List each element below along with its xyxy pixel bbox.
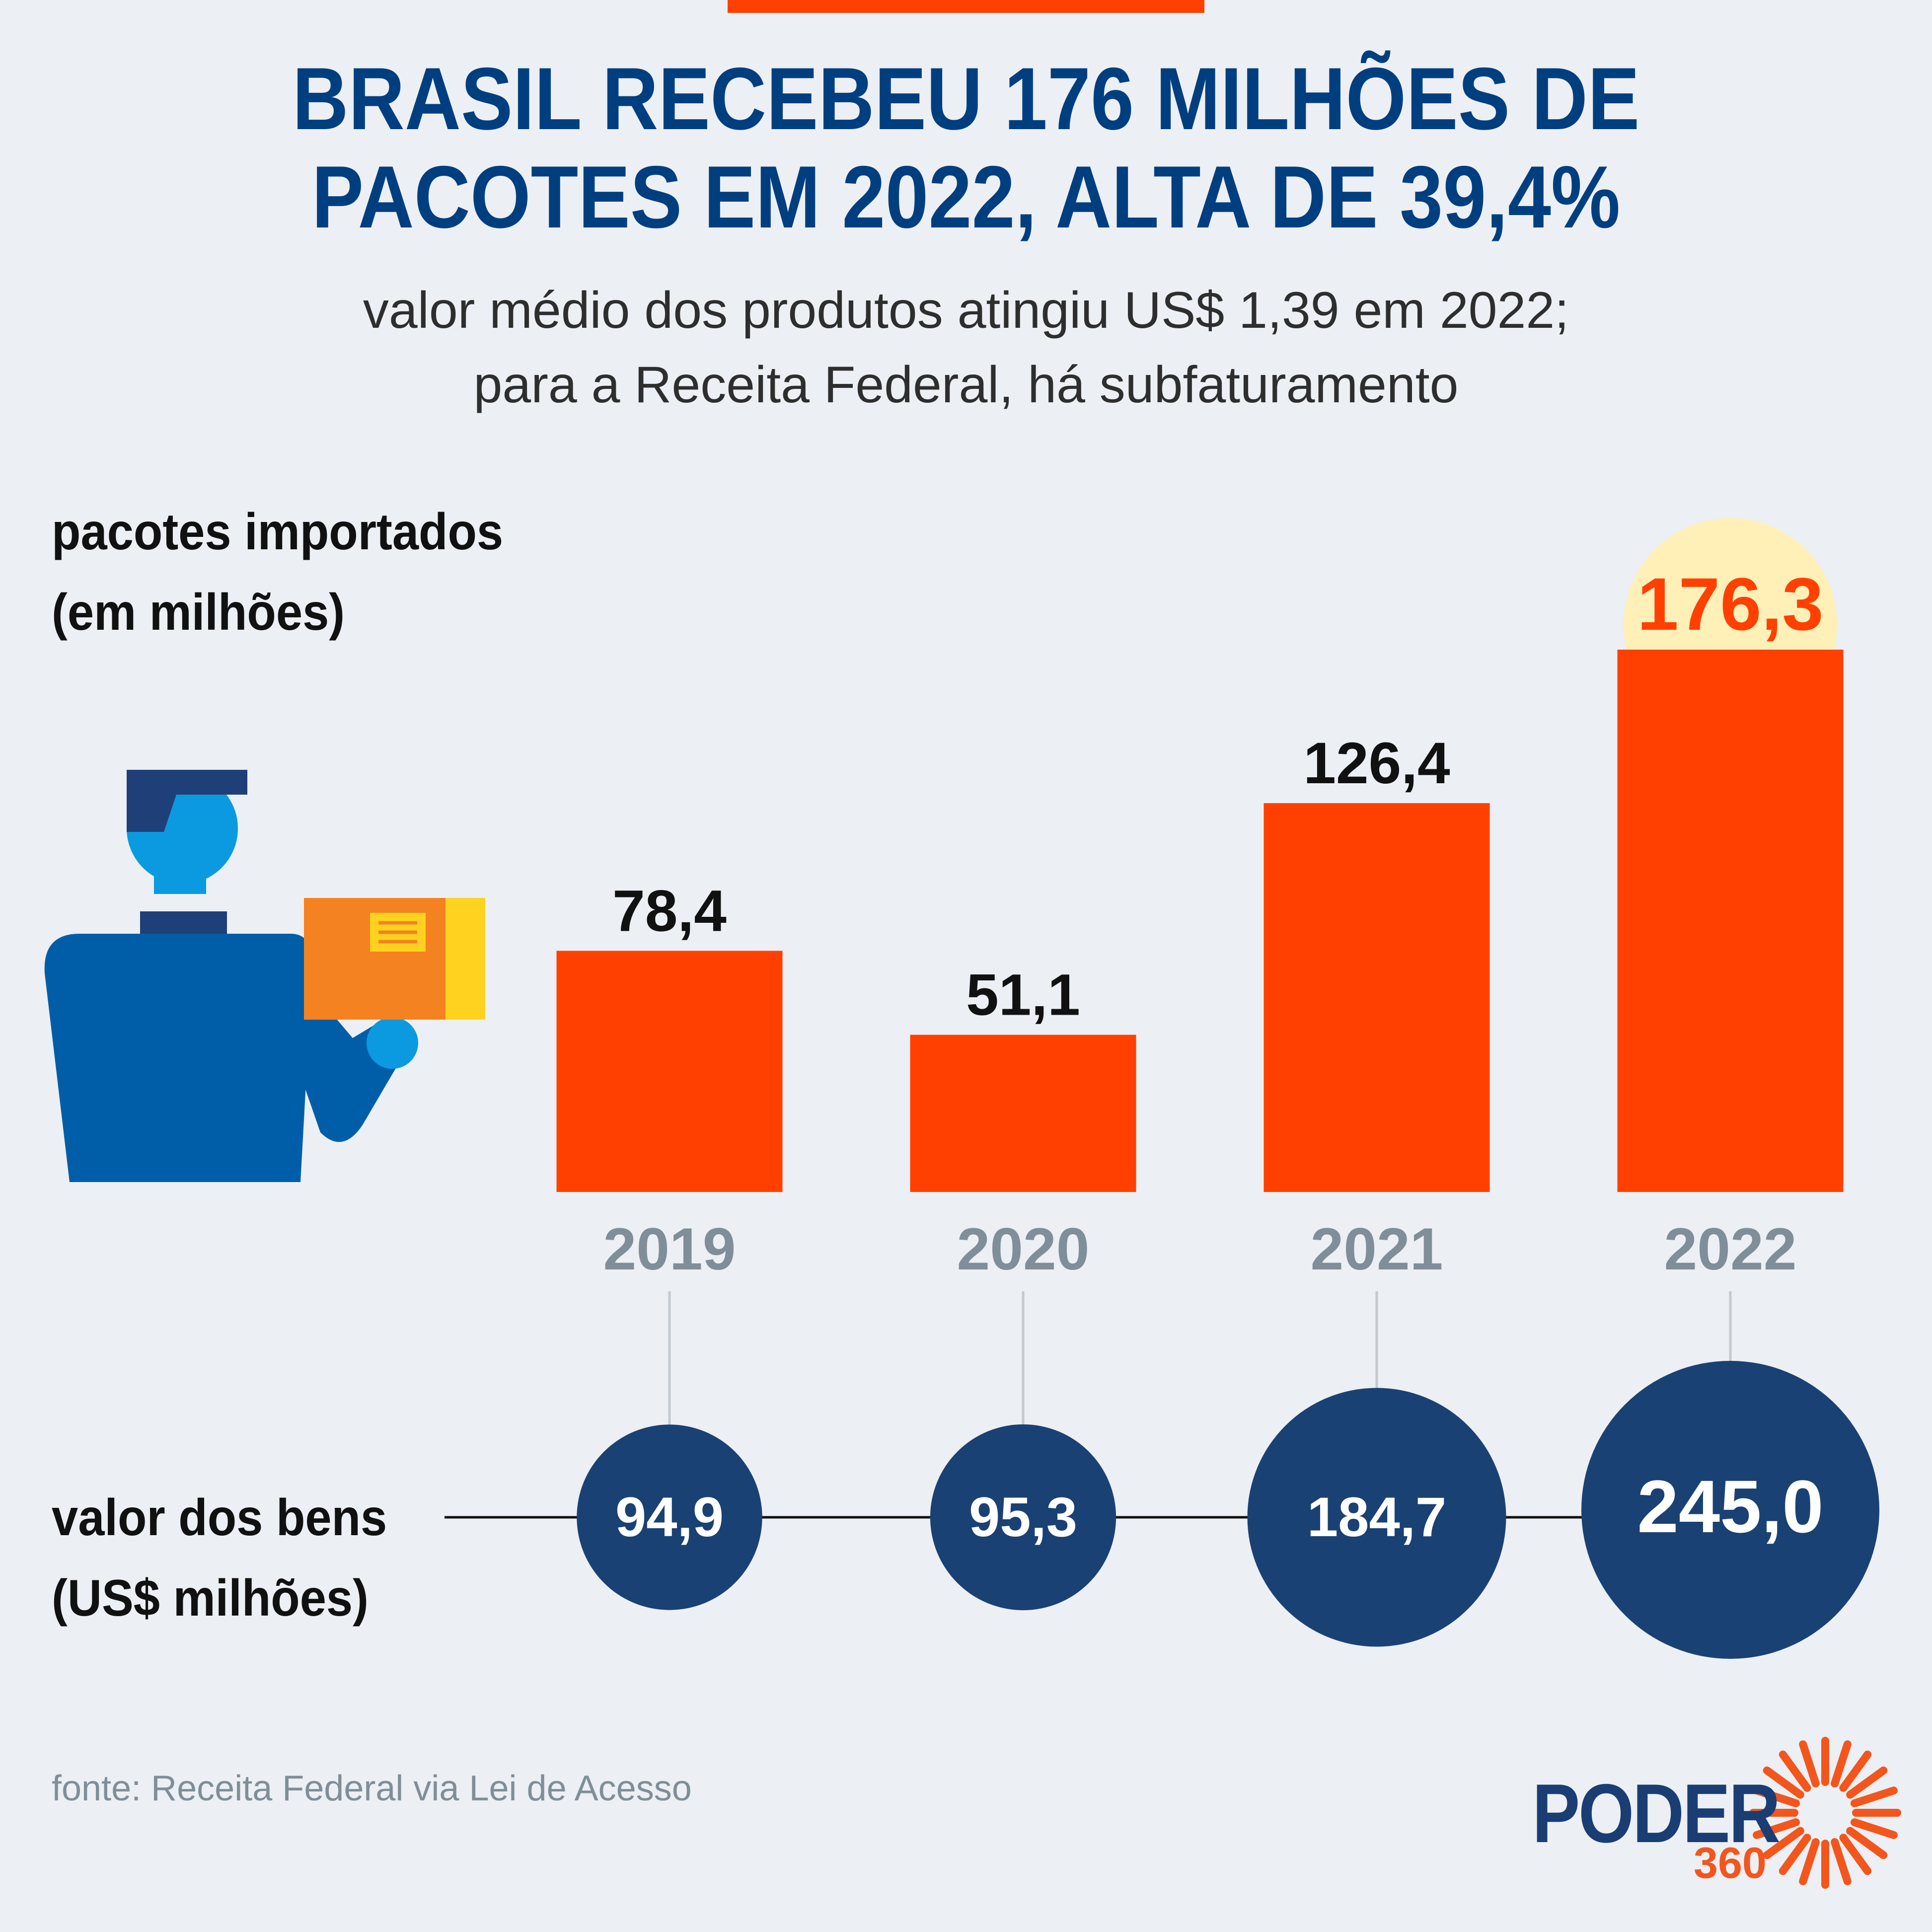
- sun-ray: [1846, 1827, 1888, 1859]
- sun-ray: [1779, 1750, 1811, 1792]
- bubble-value-label-2020: 95,3: [969, 1486, 1077, 1548]
- person-hair: [127, 770, 247, 832]
- bar-value-label-2019: 78,4: [612, 878, 727, 944]
- sun-ray: [1753, 1786, 1800, 1807]
- circles-label-line-2: (US$ milhões): [52, 1569, 369, 1627]
- bubble-value-label-2022: 245,0: [1637, 1465, 1823, 1548]
- logo-wordmark: PODER: [1532, 1767, 1781, 1860]
- year-label-2019: 2019: [603, 1216, 736, 1282]
- sun-ray: [1763, 1766, 1804, 1799]
- bubble-2022: [1581, 1361, 1879, 1659]
- sun-icon: [1749, 1737, 1901, 1889]
- top-accent-bar: [728, 0, 1204, 13]
- bar-2021: [1263, 803, 1490, 1192]
- bars-label: pacotes importados (em milhões): [52, 492, 503, 653]
- sun-ray: [1831, 1838, 1852, 1885]
- sun-ray: [1799, 1740, 1820, 1788]
- bar-2022: [1617, 650, 1844, 1192]
- circles-label-line-1: valor dos bens: [52, 1489, 387, 1547]
- person-holding-package-illustration: [44, 770, 485, 1182]
- title-line-1: BRASIL RECEBEU 176 MILHÕES DE: [292, 49, 1640, 148]
- bar-2020: [910, 1035, 1136, 1192]
- title-line-2: PACOTES EM 2022, ALTA DE 39,4%: [311, 148, 1621, 246]
- bars-label-line-2: (em milhões): [52, 584, 345, 641]
- subtitle-line-1: valor médio dos produtos atingiu US$ 1,3…: [363, 282, 1569, 339]
- circles-label: valor dos bens (US$ milhões): [52, 1478, 387, 1638]
- sun-ray: [1839, 1834, 1872, 1875]
- subtitle-line-2: para a Receita Federal, há subfaturament…: [473, 356, 1459, 414]
- sun-ray: [1753, 1818, 1800, 1839]
- source-note: fonte: Receita Federal via Lei de Acesso: [52, 1769, 692, 1808]
- bar-2019: [556, 951, 783, 1192]
- bar-value-label-2021: 126,4: [1303, 731, 1450, 796]
- bars-label-line-1: pacotes importados: [52, 503, 504, 561]
- bubble-2021: [1247, 1388, 1506, 1647]
- sun-ray: [1799, 1838, 1820, 1885]
- sun-ray: [1839, 1750, 1872, 1792]
- sun-ray: [1850, 1786, 1898, 1807]
- year-label-2022: 2022: [1664, 1216, 1797, 1282]
- bubble-value-label-2021: 184,7: [1307, 1486, 1446, 1548]
- person-body: [44, 934, 313, 1182]
- bar-value-label-2022: 176,3: [1637, 562, 1823, 646]
- year-label-2020: 2020: [957, 1216, 1090, 1282]
- bubble-value-label-2019: 94,9: [615, 1486, 724, 1548]
- chart-layer: 78,4 2019 94,9 51,1 2020 95,3 126,4 2021 184,7 17…: [445, 518, 1879, 1659]
- bar-value-label-2020: 51,1: [966, 962, 1080, 1028]
- page-subtitle: valor médio dos produtos atingiu US$ 1,3…: [0, 273, 1932, 422]
- bubble-2020: [930, 1424, 1116, 1611]
- sun-ray: [1846, 1766, 1888, 1799]
- page-title: BRASIL RECEBEU 176 MILHÕES DE PACOTES EM…: [116, 50, 1816, 246]
- logo-number: 360: [1694, 1838, 1767, 1887]
- person-hand: [367, 1017, 418, 1069]
- bubble-2019: [577, 1424, 762, 1610]
- sun-ray: [1831, 1740, 1852, 1788]
- package-side: [446, 898, 485, 1020]
- sun-ray: [1850, 1818, 1898, 1839]
- sun-ray: [1763, 1827, 1804, 1859]
- year-label-2021: 2021: [1311, 1216, 1443, 1282]
- sun-ray: [1779, 1834, 1811, 1875]
